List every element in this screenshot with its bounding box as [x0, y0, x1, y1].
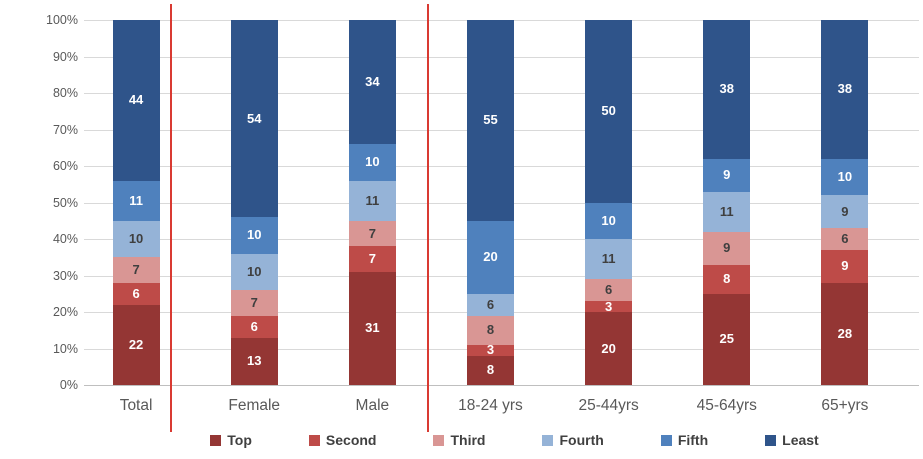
y-axis-tick-label: 40%: [52, 232, 78, 246]
divider-line-after-total: [170, 4, 172, 432]
bar-segment-fourth: 11: [348, 180, 396, 221]
legend-swatch-fifth-icon: [660, 434, 672, 446]
y-axis-tick-label: 20%: [52, 305, 78, 319]
bar-segment-least: 55: [466, 20, 514, 221]
stacked-bar-45-64yrs: 25 8 9 11 9 38: [703, 20, 751, 385]
gridline: [84, 385, 919, 386]
category-label-65-yrs: 65+yrs: [821, 397, 869, 414]
bar-segment-fifth: 10: [348, 144, 396, 181]
bar-segment-top: 31: [348, 271, 396, 385]
y-axis-tick-label: 60%: [52, 159, 78, 173]
category-label-18-24-yrs: 18-24 yrs: [458, 397, 523, 414]
bar-segment-least: 54: [230, 20, 278, 218]
bar-segment-fourth: 11: [585, 239, 633, 280]
bar-segment-fifth: 20: [466, 220, 514, 294]
legend-swatch-least-icon: [765, 434, 777, 446]
bar-segment-second: 9: [821, 249, 869, 283]
y-axis-tick-label: 100%: [46, 13, 78, 27]
legend-label-top: Top: [227, 432, 252, 448]
bar-segment-second: 8: [703, 264, 751, 294]
legend-label-third: Third: [450, 432, 486, 448]
bar-segment-least: 38: [703, 20, 751, 159]
bar-segment-third: 7: [348, 220, 396, 247]
y-axis-tick-label: 80%: [52, 86, 78, 100]
bar-segment-top: 20: [585, 312, 633, 385]
bar-segment-third: 6: [821, 228, 869, 250]
legend-label-least: Least: [782, 432, 819, 448]
bar-segment-fifth: 10: [585, 202, 633, 240]
bar-column-18-24-yrs: 8 3 8 6 20 55: [431, 20, 549, 385]
bar-segment-second: 7: [348, 246, 396, 272]
bar-column-male: 31 7 7 11 10 34: [313, 20, 431, 385]
legend-item-top: Top: [210, 433, 252, 447]
legend-item-fourth: Fourth: [542, 432, 604, 448]
bar-segment-fourth: 9: [821, 195, 869, 229]
bar-segment-top: 22: [112, 304, 160, 385]
y-axis-tick-label: 0%: [59, 378, 78, 392]
bar-segment-least: 44: [112, 20, 160, 181]
bar-segment-fourth: 10: [112, 220, 160, 258]
legend-swatch-fourth-icon: [542, 434, 554, 446]
bar-segment-second: 3: [585, 300, 633, 313]
bar-column-45-64yrs: 25 8 9 11 9 38: [668, 20, 786, 385]
bar-column-total: 22 6 7 10 11 44: [77, 20, 195, 385]
legend-item-least: Least: [765, 433, 819, 447]
stacked-bar-25-44yrs: 20 3 6 11 10 50: [585, 20, 633, 385]
bar-segment-second: 6: [112, 282, 160, 305]
legend: Top Second Third Fourth Fifth Least: [77, 433, 904, 447]
stacked-bar-female: 13 6 7 10 10 54: [230, 20, 278, 385]
bar-segment-second: 3: [466, 343, 514, 356]
category-label-total: Total: [119, 397, 153, 414]
bar-segment-third: 7: [112, 257, 160, 283]
y-axis-tick-label: 30%: [52, 268, 78, 283]
bar-segment-fifth: 10: [821, 158, 869, 196]
bar-segment-top: 8: [466, 355, 514, 385]
category-label-45-64yrs: 45-64yrs: [696, 397, 757, 414]
bar-column-25-44yrs: 20 3 6 11 10 50: [550, 20, 668, 385]
y-axis-tick-label: 50%: [52, 195, 78, 210]
bar-segment-fifth: 10: [230, 217, 278, 254]
legend-swatch-third-icon: [433, 434, 445, 446]
category-label-female: Female: [228, 397, 281, 414]
divider-line-after-male: [427, 4, 429, 432]
bar-segment-top: 25: [703, 293, 751, 385]
bar-segment-third: 9: [703, 231, 751, 265]
y-axis-tick-label: 70%: [52, 122, 78, 137]
y-axis-tick-label: 90%: [52, 49, 78, 64]
legend-swatch-second-icon: [308, 434, 320, 446]
bar-segment-fourth: 6: [466, 293, 514, 316]
bar-segment-third: 8: [466, 315, 514, 345]
category-label-25-44yrs: 25-44yrs: [578, 397, 639, 414]
y-axis-tick-label: 10%: [52, 341, 78, 356]
plot-area: 22 6 7 10 11 44 13 6 7 10 10 54 31 7 7 11 10 34 8 3 8 6 20 55 20…: [77, 20, 904, 385]
stacked-bar-65-yrs: 28 9 6 9 10 38: [821, 20, 869, 385]
bar-segment-third: 6: [585, 279, 633, 302]
bar-segment-least: 34: [348, 20, 396, 145]
bar-segment-fourth: 11: [703, 191, 751, 232]
bar-segment-top: 13: [230, 337, 278, 385]
legend-label-second: Second: [325, 432, 377, 448]
legend-item-fifth: Fifth: [660, 432, 709, 448]
bar-segment-fifth: 11: [112, 180, 160, 221]
bar-segment-third: 7: [230, 290, 278, 316]
bar-column-65-yrs: 28 9 6 9 10 38: [786, 20, 904, 385]
bar-segment-least: 38: [821, 20, 869, 159]
legend-item-third: Third: [433, 433, 485, 447]
bar-segment-top: 28: [821, 282, 869, 385]
bar-segment-fourth: 10: [230, 253, 278, 291]
legend-item-second: Second: [308, 432, 377, 448]
stacked-bar-total: 22 6 7 10 11 44: [112, 20, 160, 385]
bar-segment-second: 6: [230, 315, 278, 338]
bar-segment-least: 50: [585, 20, 633, 203]
legend-swatch-top-icon: [210, 434, 222, 446]
stacked-bar-18-24-yrs: 8 3 8 6 20 55: [466, 20, 514, 385]
legend-label-fifth: Fifth: [677, 432, 709, 448]
stacked-bar-male: 31 7 7 11 10 34: [348, 20, 396, 385]
x-axis-category-labels: Total Female Male 18-24 yrs 25-44yrs 45-64yrs…: [77, 397, 904, 415]
bar-column-female: 13 6 7 10 10 54: [195, 20, 313, 385]
category-label-male: Male: [355, 397, 390, 414]
legend-label-fourth: Fourth: [559, 432, 604, 448]
bar-segment-fifth: 9: [703, 158, 751, 192]
